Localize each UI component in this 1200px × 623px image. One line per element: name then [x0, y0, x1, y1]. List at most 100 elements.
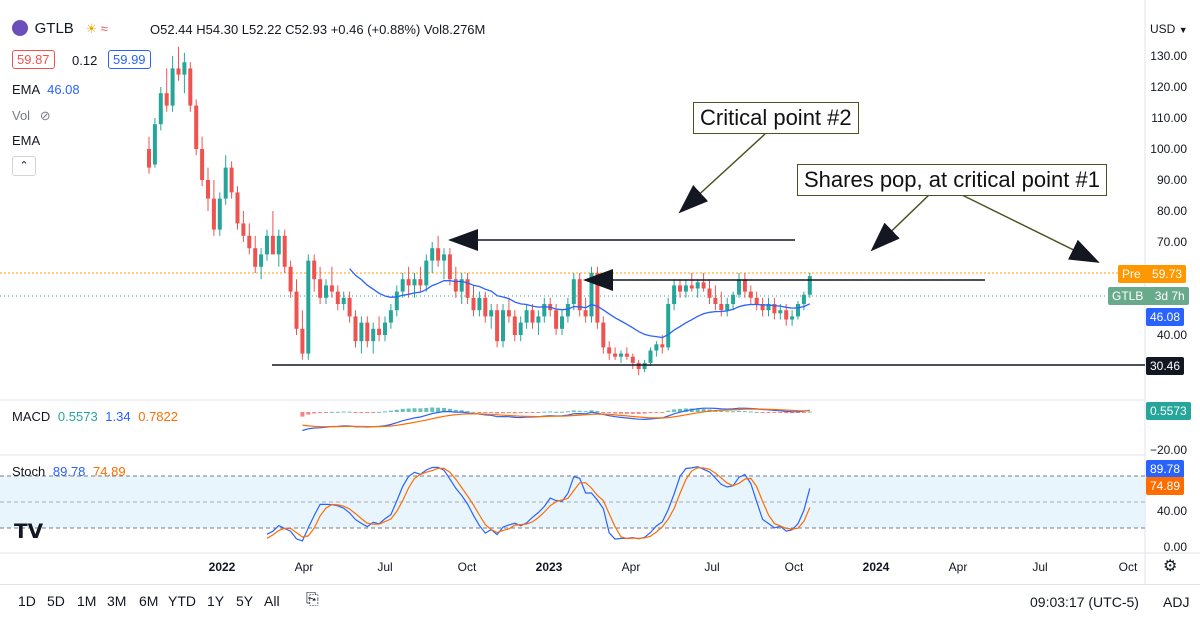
- candle: [282, 229, 287, 273]
- candle: [335, 285, 340, 311]
- macd-histogram-bar: [459, 410, 464, 412]
- price-tick-label: 110.00: [1151, 111, 1187, 125]
- tradingview-logo-icon[interactable]: 𝗧𝗩: [14, 521, 44, 543]
- macd-value: 0.5573: [57, 409, 98, 424]
- macd-histogram-bar: [601, 412, 606, 413]
- timeframe-button-1y[interactable]: 1Y: [207, 593, 225, 609]
- ema2-legend[interactable]: EMA: [12, 133, 41, 148]
- macd-histogram-bar: [383, 411, 387, 413]
- candle: [442, 248, 446, 280]
- macd-histogram-bar: [335, 411, 340, 413]
- ask-button[interactable]: 59.99: [108, 50, 151, 69]
- candle: [447, 248, 452, 286]
- candle: [536, 310, 541, 335]
- candle: [560, 310, 564, 335]
- macd-histogram-bar: [589, 410, 594, 412]
- callout-critical-point-1[interactable]: Shares pop, at critical point #1: [797, 164, 1107, 196]
- candle: [719, 291, 724, 317]
- candle: [288, 260, 293, 298]
- gitlab-logo-icon: [12, 20, 28, 36]
- macd-histogram-bar: [624, 412, 629, 414]
- macd-histogram-bar: [742, 411, 747, 413]
- candle: [400, 273, 405, 298]
- macd-histogram-bar: [648, 412, 653, 414]
- macd-histogram-bar: [760, 412, 765, 413]
- stoch-legend[interactable]: Stoch 89.78 74.89: [12, 464, 126, 479]
- macd-histogram-bar: [359, 412, 364, 413]
- macd-histogram-bar: [636, 412, 641, 414]
- currency-selector[interactable]: USD ▼: [1150, 22, 1188, 36]
- timeframe-button-ytd[interactable]: YTD: [168, 593, 196, 609]
- candle: [188, 62, 193, 112]
- macd-histogram-bar: [442, 407, 446, 412]
- candle: [595, 266, 600, 329]
- eye-hidden-icon[interactable]: ⊘: [39, 108, 51, 123]
- time-tick-label: Jul: [377, 560, 393, 574]
- timeframe-button-6m[interactable]: 6M: [139, 593, 159, 609]
- macd-histogram-bar: [512, 412, 517, 414]
- time-tick-label: Apr: [294, 560, 314, 574]
- clock[interactable]: 09:03:17 (UTC-5): [1030, 594, 1139, 610]
- candle: [294, 279, 299, 335]
- timeframe-button-5d[interactable]: 5D: [47, 593, 65, 609]
- stoch-label: Stoch: [12, 464, 46, 479]
- callout-critical-point-2[interactable]: Critical point #2: [693, 102, 859, 134]
- macd-histogram-bar: [731, 411, 736, 413]
- macd-histogram-bar: [424, 407, 429, 412]
- macd-histogram-bar: [495, 412, 500, 414]
- candle: [648, 347, 653, 366]
- timeframe-button-all[interactable]: All: [264, 593, 280, 609]
- macd-histogram-bar: [406, 408, 411, 412]
- timeframe-button-1d[interactable]: 1D: [18, 593, 36, 609]
- adj-button[interactable]: ADJ: [1163, 594, 1190, 610]
- candle: [217, 192, 222, 236]
- candle: [577, 273, 582, 317]
- timeframe-button-3m[interactable]: 3M: [107, 593, 127, 609]
- sun-icon: ☀: [85, 21, 98, 36]
- macd-histogram-bar: [725, 411, 730, 413]
- ema-legend-label: EMA: [12, 82, 40, 97]
- macd-histogram-bar: [353, 412, 358, 413]
- macd-histogram-bar: [341, 411, 346, 413]
- candle: [624, 347, 629, 360]
- macd-legend[interactable]: MACD 0.5573 1.34 0.7822: [12, 409, 178, 424]
- candle: [772, 297, 777, 320]
- candle: [371, 322, 376, 354]
- candle: [713, 285, 718, 311]
- candle: [324, 279, 328, 304]
- candle: [194, 99, 199, 156]
- candle: [678, 279, 682, 298]
- time-tick-label: Apr: [948, 560, 968, 574]
- ohlc-readout: O52.44 H54.30 L52.22 C52.93 +0.46 (+0.88…: [150, 22, 486, 37]
- currency-label: USD: [1150, 22, 1176, 36]
- candle: [235, 186, 240, 230]
- timeframe-button-1m[interactable]: 1M: [77, 593, 97, 609]
- candle: [742, 273, 747, 298]
- macd-histogram-bar: [483, 412, 488, 413]
- candle: [524, 304, 529, 329]
- price-tick-label: 120.00: [1150, 80, 1187, 94]
- candle: [565, 297, 570, 323]
- macd-histogram-bar: [772, 412, 777, 413]
- macd-plot: [300, 407, 812, 432]
- macd-signal-value: 1.34: [105, 409, 131, 424]
- timeframe-button-5y[interactable]: 5Y: [236, 593, 254, 609]
- settings-icon[interactable]: ⚙: [1163, 558, 1178, 575]
- vol-legend[interactable]: Vol ⊘: [12, 108, 51, 124]
- symbol-header[interactable]: GTLB ☀ ≈: [12, 20, 108, 37]
- candle: [312, 254, 317, 292]
- ema-price-tag: 46.08: [1146, 308, 1185, 326]
- macd-histogram-bar: [607, 412, 612, 414]
- collapse-legend-button[interactable]: ⌃: [12, 156, 36, 176]
- macd-histogram-bar: [542, 411, 547, 413]
- macd-histogram-bar: [695, 408, 700, 412]
- candle: [613, 347, 618, 360]
- ema-legend[interactable]: EMA 46.08: [12, 82, 80, 97]
- last-price-tag: GTLB 3d 7h: [1108, 287, 1189, 305]
- candle: [542, 297, 547, 323]
- bid-button[interactable]: 59.87: [12, 50, 55, 69]
- macd-histogram-bar: [377, 411, 382, 413]
- date-range-icon[interactable]: ⎘: [306, 591, 319, 608]
- macd-histogram-bar: [619, 412, 623, 414]
